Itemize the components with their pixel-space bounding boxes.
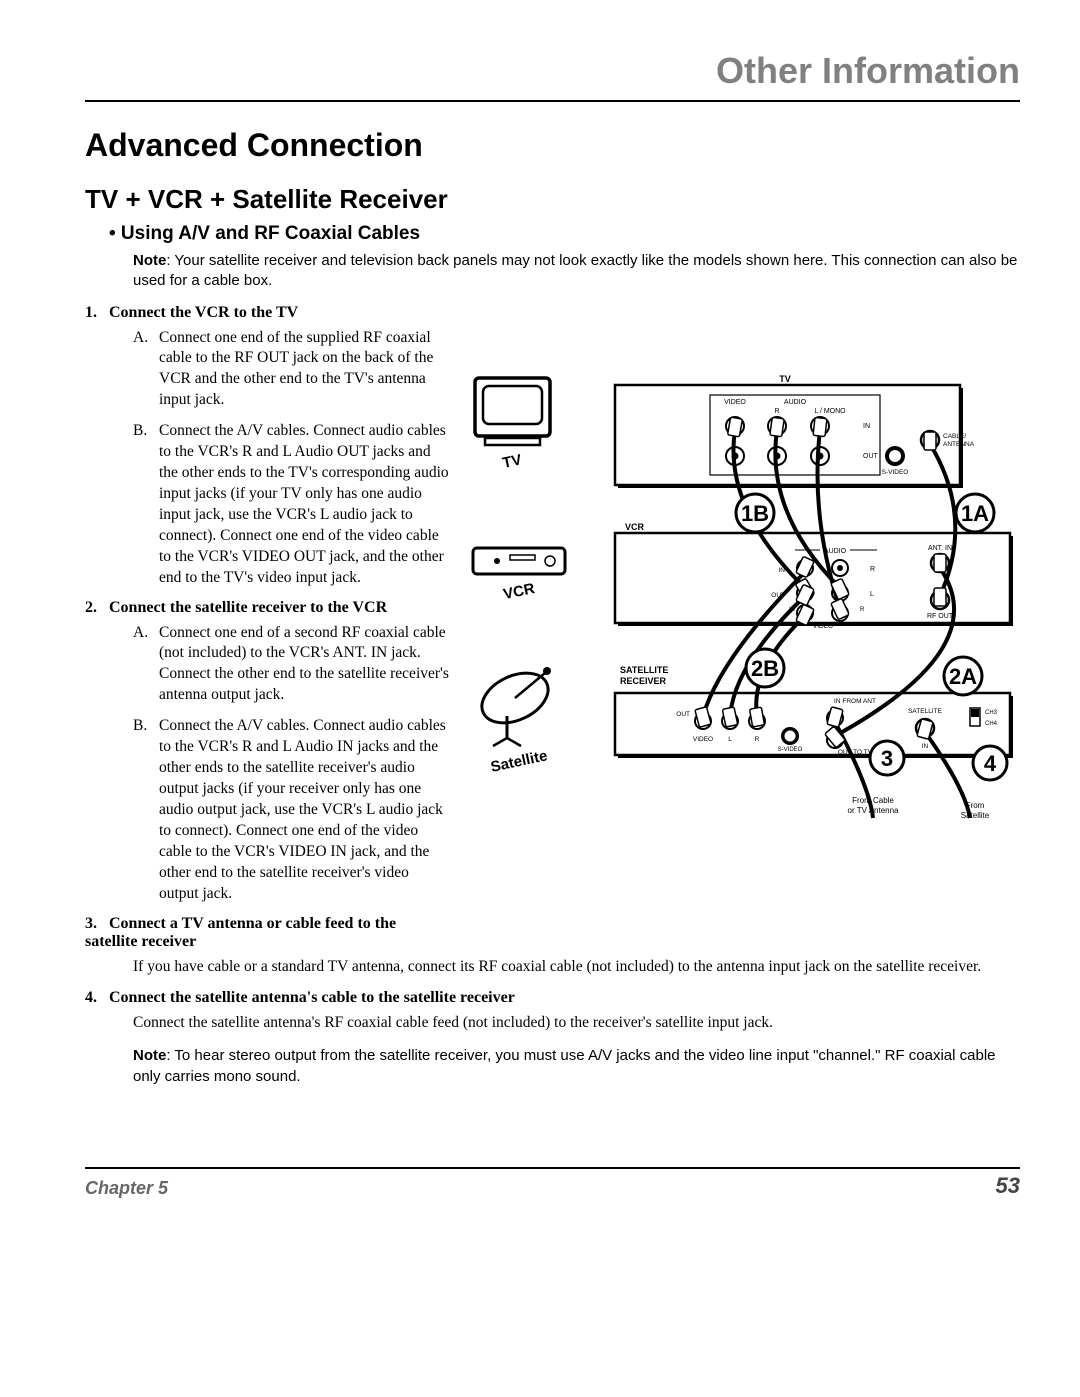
vcr-icon: VCR: [473, 548, 565, 603]
svg-text:R: R: [774, 408, 779, 415]
svg-text:VIDEO: VIDEO: [813, 623, 833, 630]
page-number: 53: [996, 1173, 1020, 1199]
connection-diagram: TV VCR Satellite: [465, 358, 1020, 843]
svg-text:CH3: CH3: [985, 710, 998, 716]
step-1b: B. Connect the A/V cables. Connect audio…: [133, 421, 450, 588]
step-1a-letter: A.: [133, 328, 159, 412]
svg-text:Satellite: Satellite: [961, 811, 990, 820]
svg-text:From: From: [966, 801, 985, 810]
note-footer: Note: To hear stereo output from the sat…: [133, 1046, 1020, 1087]
step-3-text: Connect a TV antenna or cable feed to th…: [85, 915, 396, 950]
svg-text:VIDEO: VIDEO: [693, 736, 713, 743]
tv-icon: TV: [475, 378, 550, 472]
svg-text:R: R: [755, 736, 760, 743]
step-4-body: Connect the satellite antenna's RF coaxi…: [133, 1013, 1020, 1034]
step-1b-letter: B.: [133, 421, 159, 588]
page-title-h2: TV + VCR + Satellite Receiver: [85, 184, 1020, 215]
svg-text:3: 3: [881, 746, 893, 771]
svg-text:ANT. IN: ANT. IN: [928, 545, 952, 552]
svg-text:L: L: [870, 591, 874, 598]
svg-text:TV: TV: [501, 451, 523, 472]
step-4-num: 4.: [85, 989, 109, 1007]
svg-text:VCR: VCR: [502, 579, 537, 602]
step-2a: A. Connect one end of a second RF coaxia…: [133, 623, 450, 707]
page-title-h3: • Using A/V and RF Coaxial Cables: [109, 223, 1020, 245]
note-intro: Note: Your satellite receiver and televi…: [133, 251, 1020, 292]
note-body: : Your satellite receiver and television…: [133, 252, 1017, 289]
svg-text:S-VIDEO: S-VIDEO: [882, 469, 909, 476]
tv-panel: TV VIDEO AUDIO R L / MONO IN O: [615, 374, 975, 488]
svg-text:CABLE/: CABLE/: [943, 433, 966, 440]
svg-text:2B: 2B: [751, 656, 779, 681]
svg-text:4: 4: [984, 751, 997, 776]
svg-text:1A: 1A: [961, 501, 989, 526]
step-1a: A. Connect one end of the supplied RF co…: [133, 328, 450, 412]
svg-text:IN FROM ANT: IN FROM ANT: [834, 698, 876, 705]
section-header: Other Information: [85, 50, 1020, 92]
step-1-text: Connect the VCR to the TV: [109, 304, 298, 321]
svg-text:S-VIDEO: S-VIDEO: [778, 747, 803, 753]
svg-text:ANTENNA: ANTENNA: [943, 441, 975, 448]
step-2b-letter: B.: [133, 716, 159, 904]
svg-text:VCR: VCR: [625, 522, 645, 532]
svg-text:RF OUT: RF OUT: [927, 613, 954, 620]
step-2b: B. Connect the A/V cables. Connect audio…: [133, 716, 450, 904]
svg-text:SATELLITE: SATELLITE: [908, 708, 943, 715]
svg-text:1B: 1B: [741, 501, 769, 526]
svg-text:R: R: [860, 607, 865, 613]
step-2-text: Connect the satellite receiver to the VC…: [109, 599, 387, 616]
svg-text:2A: 2A: [949, 664, 977, 689]
step-4-title: 4.Connect the satellite antenna's cable …: [85, 989, 1020, 1007]
satellite-icon: Satellite: [474, 663, 556, 776]
step-1b-body: Connect the A/V cables. Connect audio ca…: [159, 421, 450, 588]
svg-text:OUT: OUT: [676, 711, 690, 718]
svg-text:RECEIVER: RECEIVER: [620, 676, 667, 686]
svg-text:L: L: [728, 736, 732, 743]
step-2a-letter: A.: [133, 623, 159, 707]
header-rule: [85, 100, 1020, 102]
svg-text:Satellite: Satellite: [489, 747, 549, 776]
note-label: Note: [133, 252, 166, 269]
svg-text:R: R: [870, 566, 875, 573]
svg-text:IN: IN: [922, 743, 929, 750]
step-3-num: 3.: [85, 915, 109, 933]
svg-text:TV: TV: [779, 374, 791, 384]
step-1-num: 1.: [85, 304, 109, 322]
svg-text:From Cable: From Cable: [852, 796, 894, 805]
note2-label: Note: [133, 1047, 166, 1064]
svg-text:AUDIO: AUDIO: [784, 399, 807, 406]
step-1a-body: Connect one end of the supplied RF coaxi…: [159, 328, 450, 412]
step-4-text: Connect the satellite antenna's cable to…: [109, 989, 515, 1006]
svg-text:OUT TO TV: OUT TO TV: [838, 749, 873, 756]
step-3-body: If you have cable or a standard TV anten…: [133, 957, 1020, 978]
svg-text:VIDEO: VIDEO: [724, 399, 746, 406]
svg-text:IN: IN: [863, 423, 870, 430]
step-2-num: 2.: [85, 599, 109, 617]
step-2b-body: Connect the A/V cables. Connect audio ca…: [159, 716, 450, 904]
svg-text:L / MONO: L / MONO: [814, 408, 846, 415]
step-1-title: 1.Connect the VCR to the TV: [85, 304, 1020, 322]
page-footer: Chapter 5 53: [85, 1167, 1020, 1199]
step-2-title: 2.Connect the satellite receiver to the …: [85, 599, 450, 617]
svg-text:SATELLITE: SATELLITE: [620, 665, 668, 675]
note2-body: : To hear stereo output from the satelli…: [133, 1047, 996, 1084]
svg-text:OUT: OUT: [863, 453, 879, 460]
page-title-h1: Advanced Connection: [85, 127, 1020, 164]
step-2a-body: Connect one end of a second RF coaxial c…: [159, 623, 450, 707]
chapter-label: Chapter 5: [85, 1178, 168, 1199]
step-3-title: 3.Connect a TV antenna or cable feed to …: [85, 915, 450, 951]
svg-text:CH4: CH4: [985, 721, 998, 727]
svg-text:or TV Antenna: or TV Antenna: [848, 806, 900, 815]
